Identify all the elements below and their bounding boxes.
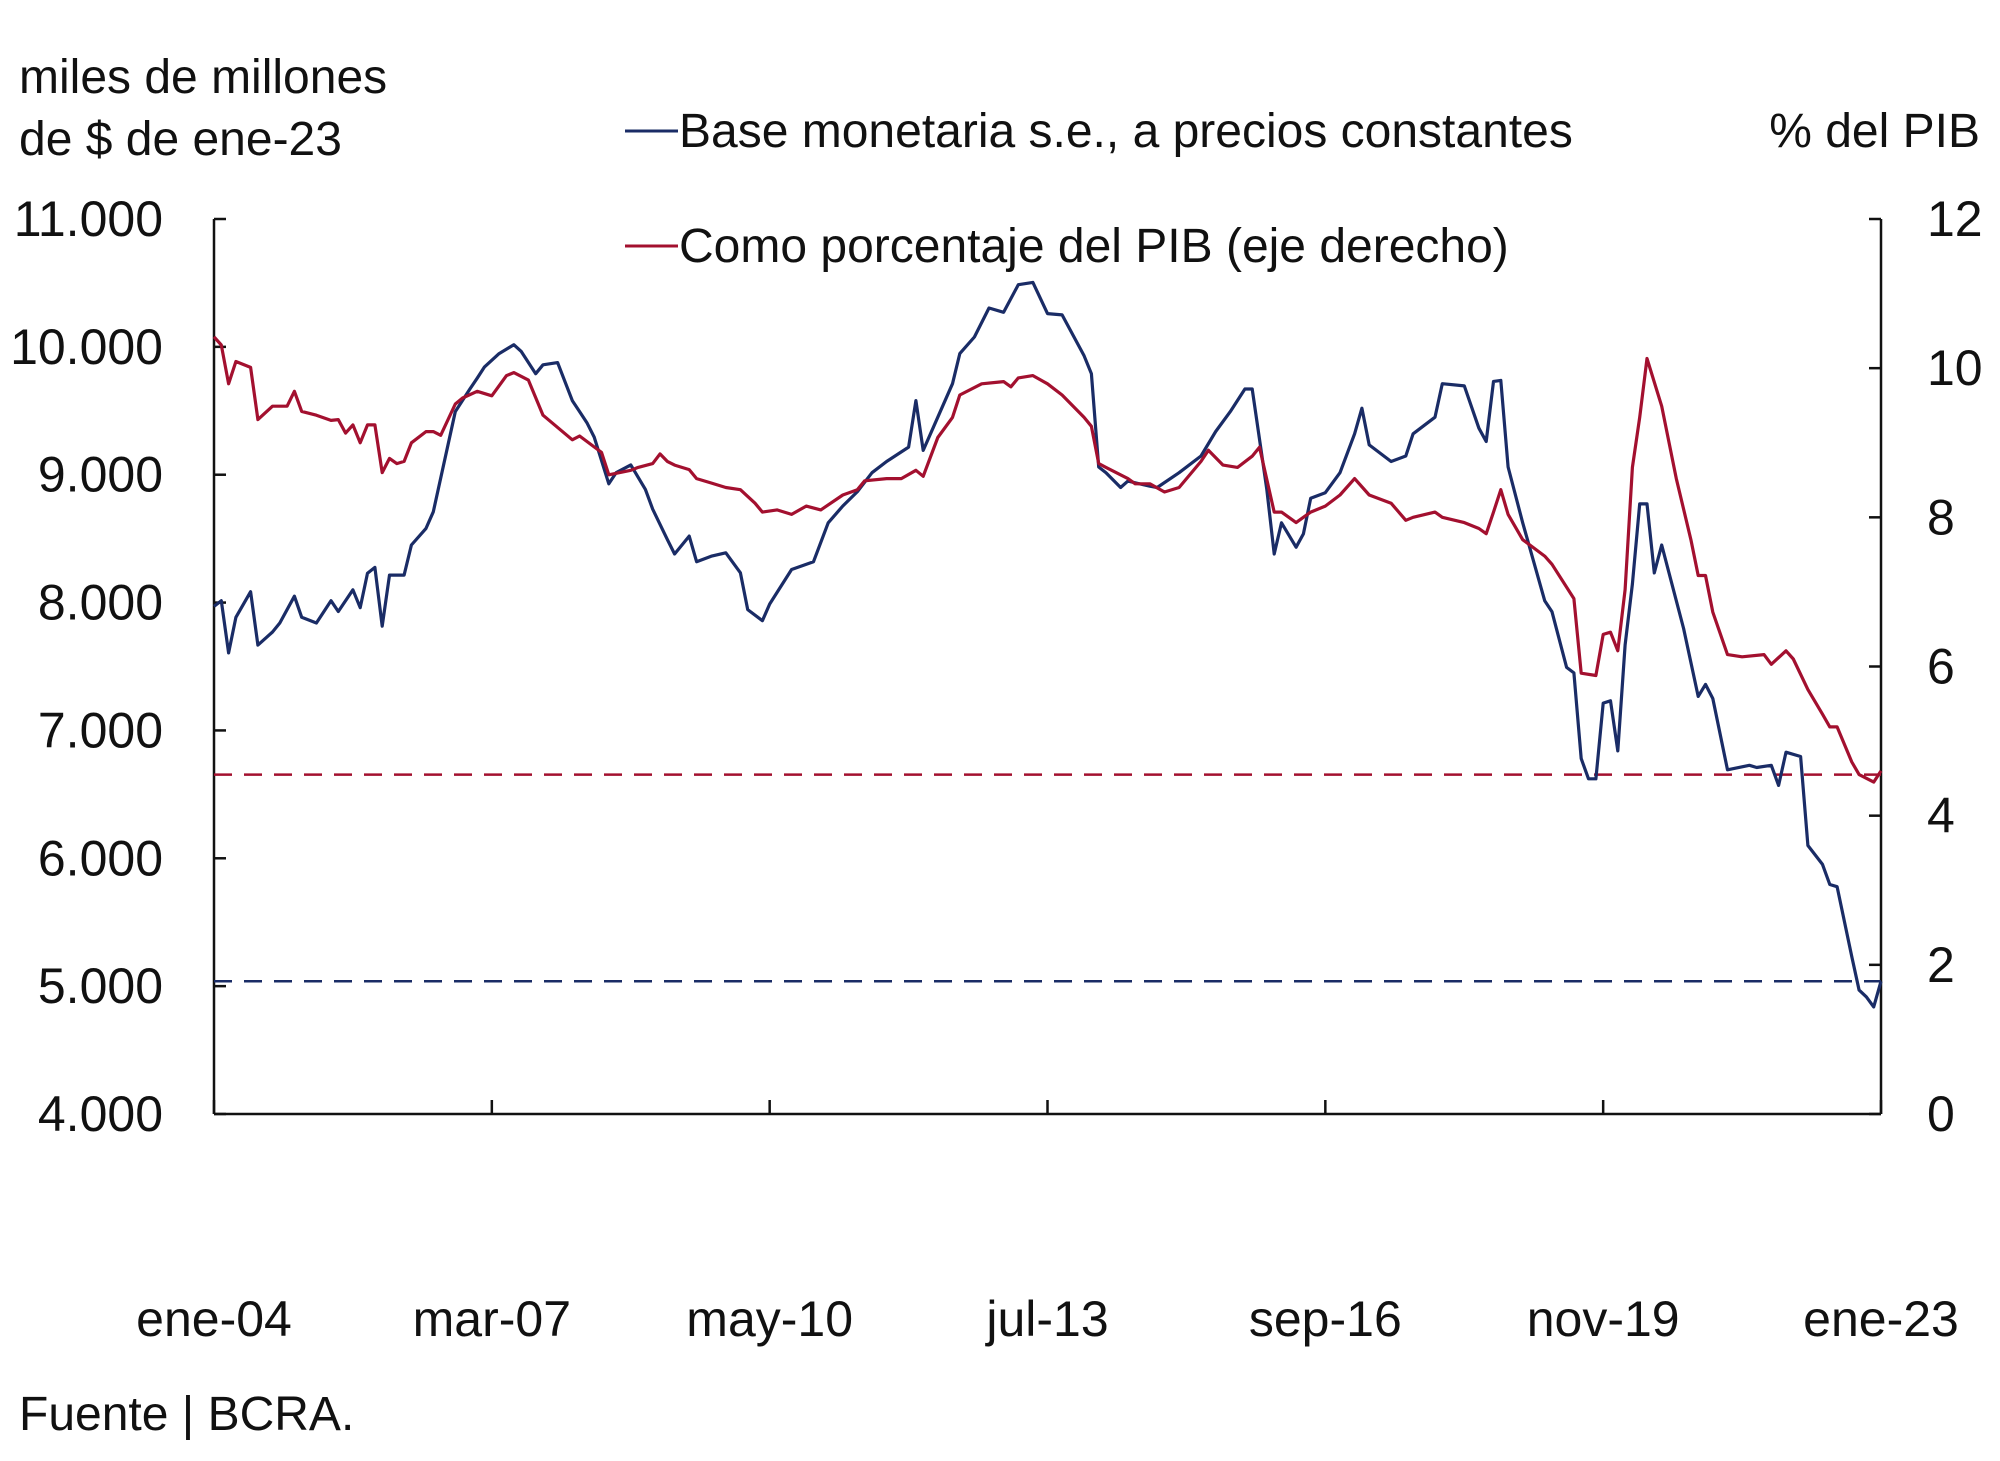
- x-tick-label: ene-04: [136, 1291, 292, 1347]
- right-tick-label: 10: [1927, 340, 1983, 396]
- x-tick-label: may-10: [686, 1291, 853, 1347]
- series-line-porcentaje-pib: [212, 335, 1883, 784]
- right-tick-label: 2: [1927, 937, 1955, 993]
- left-axis-title-line-1: miles de millones: [19, 51, 387, 104]
- x-tick-label: sep-16: [1249, 1291, 1402, 1347]
- legend-label-base-monetaria: Base monetaria s.e., a precios constante…: [679, 105, 1573, 158]
- right-tick-label: 6: [1927, 639, 1955, 695]
- x-tick-label: ene-23: [1803, 1291, 1959, 1347]
- series-lines: [212, 280, 1883, 1009]
- series-line-base-monetaria: [213, 280, 1883, 1009]
- x-tick-label: mar-07: [413, 1291, 571, 1347]
- left-tick-label: 11.000: [14, 191, 163, 247]
- x-tick-label: nov-19: [1527, 1291, 1680, 1347]
- source-note: Fuente | BCRA.: [19, 1388, 354, 1441]
- right-tick-label: 0: [1927, 1086, 1955, 1142]
- left-tick-label: 10.000: [10, 319, 163, 375]
- left-axis-title-line-2: de $ de ene-23: [19, 113, 342, 166]
- x-tick-label: jul-13: [984, 1291, 1108, 1347]
- left-tick-label: 6.000: [38, 830, 163, 886]
- right-tick-label: 4: [1927, 788, 1955, 844]
- left-tick-label: 9.000: [38, 447, 163, 503]
- legend: Base monetaria s.e., a precios constante…: [625, 105, 1573, 273]
- right-axis-title: % del PIB: [1769, 105, 1980, 158]
- left-tick-label: 8.000: [38, 575, 163, 631]
- legend-label-porcentaje-pib: Como porcentaje del PIB (eje derecho): [679, 220, 1509, 273]
- left-tick-label: 4.000: [38, 1086, 163, 1142]
- right-tick-label: 12: [1927, 191, 1983, 247]
- axes: 4.000 5.000 6.000 7.000 8.000 9.000 10.000 11.0…: [10, 191, 1983, 1347]
- left-tick-label: 7.000: [38, 702, 163, 758]
- reference-lines: [214, 773, 1881, 983]
- left-tick-label: 5.000: [38, 958, 163, 1014]
- right-tick-label: 8: [1927, 489, 1955, 545]
